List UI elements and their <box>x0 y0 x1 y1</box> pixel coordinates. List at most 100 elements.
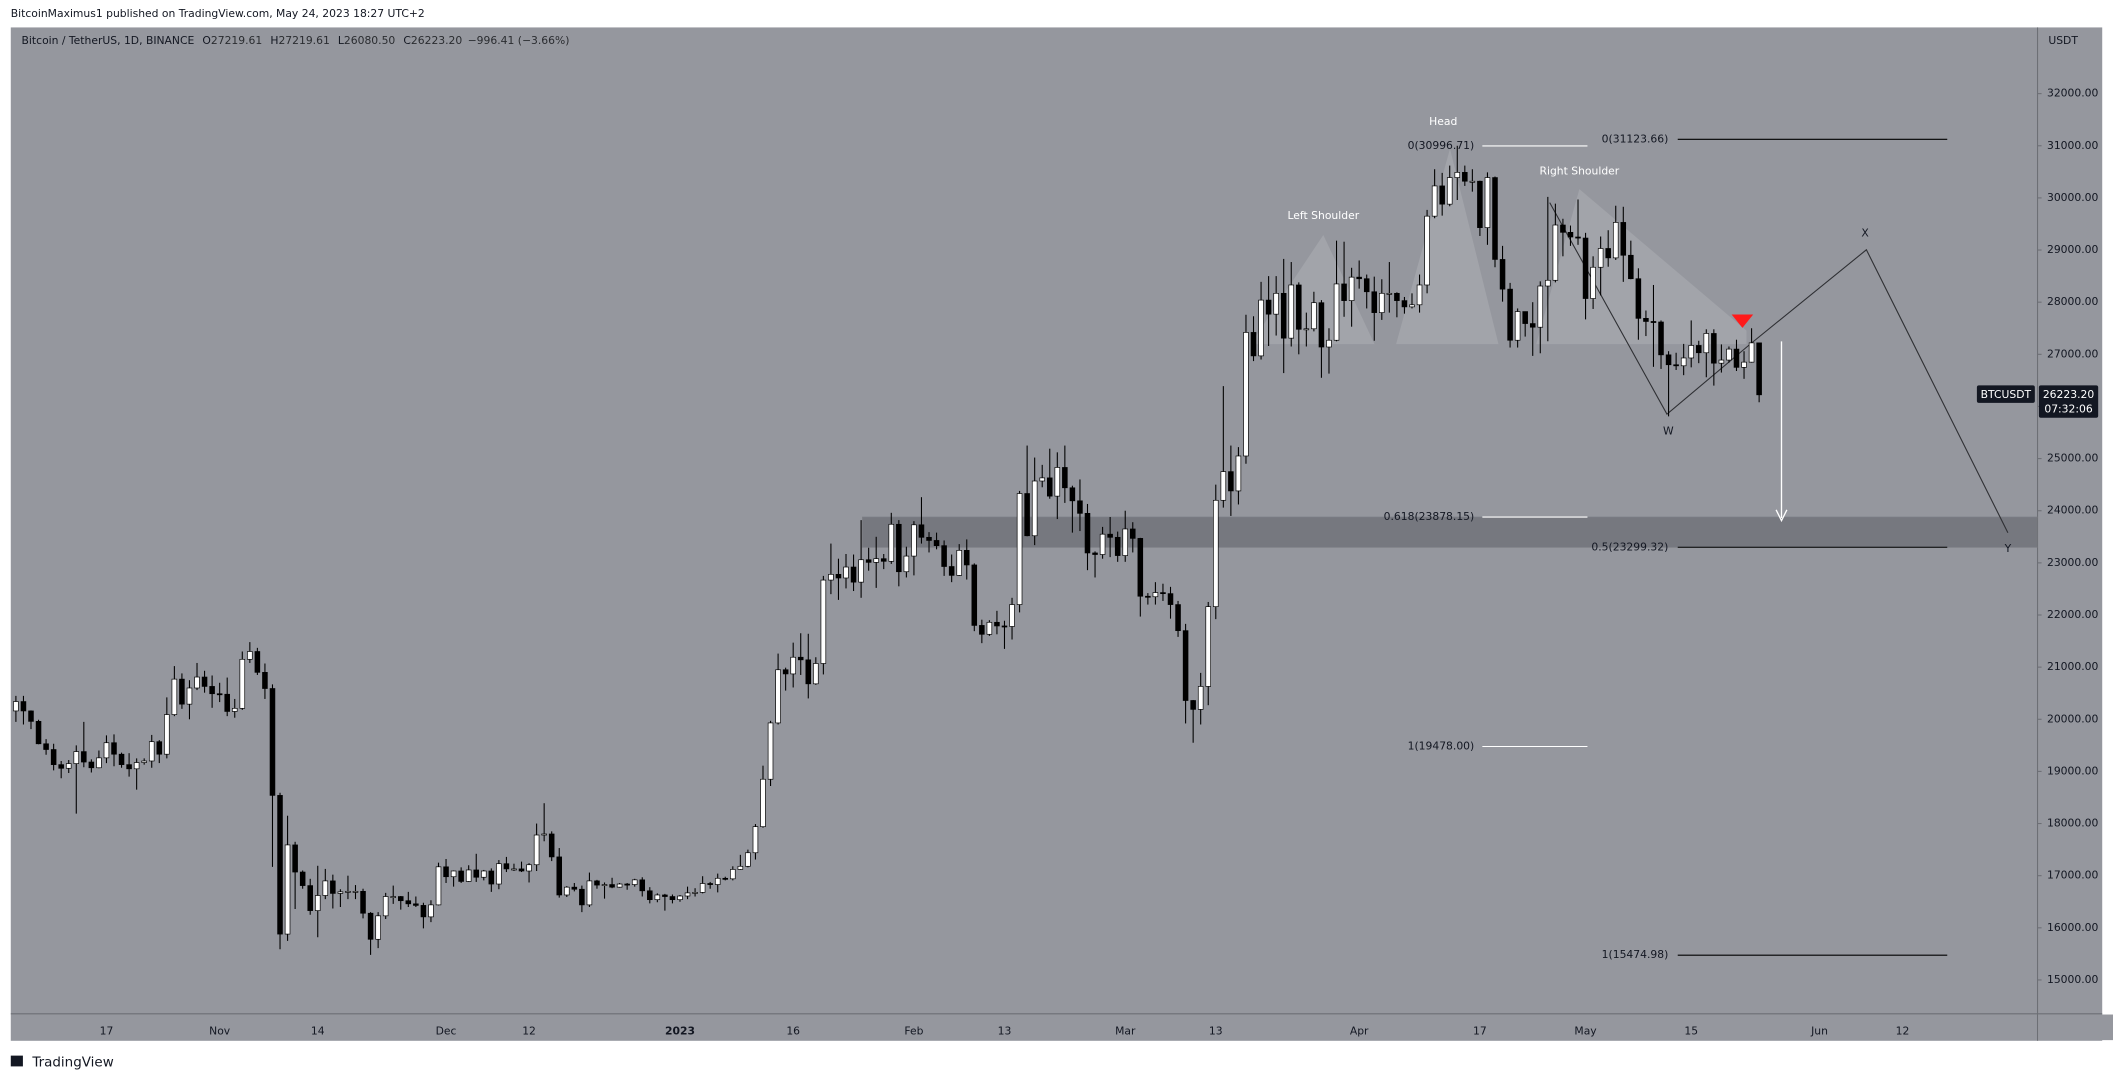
candle-body <box>277 795 283 935</box>
candle-body <box>669 896 676 901</box>
candle-body <box>1597 248 1604 268</box>
right-shoulder-shape <box>1536 189 1747 345</box>
candle-body <box>254 651 261 673</box>
candle-body <box>1220 471 1227 501</box>
candle-body <box>1092 552 1098 555</box>
candle-body <box>194 676 200 689</box>
candle-body <box>1416 284 1423 306</box>
x-tick-label: 15 <box>1684 1024 1698 1037</box>
x-tick-label: May <box>1574 1024 1597 1037</box>
candle-body <box>1356 276 1362 280</box>
candle-body <box>1280 292 1287 339</box>
candle-body <box>164 714 170 755</box>
x-tick-label: Mar <box>1115 1024 1136 1037</box>
candle-body <box>390 896 396 898</box>
y-tick-label: 21000.00 <box>2047 660 2099 673</box>
candle-body <box>1665 354 1672 366</box>
candle-body <box>843 566 849 579</box>
candle-body <box>1612 222 1619 259</box>
candle-body <box>330 880 336 894</box>
candle-body <box>1658 321 1664 356</box>
candle-body <box>1039 477 1045 482</box>
candle-body <box>1296 284 1302 330</box>
candle-body <box>201 676 208 687</box>
candle-body <box>1522 311 1528 324</box>
x-tick-label: Jun <box>1810 1024 1828 1037</box>
candle-body <box>654 894 661 901</box>
candle-body <box>941 545 947 567</box>
candle-body <box>28 710 34 722</box>
candle-body <box>216 693 223 696</box>
candle-body <box>714 877 721 885</box>
candle-body <box>918 524 925 538</box>
candle-body <box>1484 177 1491 228</box>
last-price-box <box>2038 385 2099 418</box>
symbol-tag: BTCUSDT <box>1981 388 2032 401</box>
candle-body <box>1311 302 1317 330</box>
candle-body <box>20 701 27 712</box>
x-tick-label: 12 <box>1896 1024 1910 1037</box>
x-tick-label: Dec <box>436 1024 457 1037</box>
candle-body <box>148 741 155 762</box>
candle-body <box>737 865 744 870</box>
candle-body <box>1462 172 1468 182</box>
ohlc-value: 26223.20 <box>411 34 463 47</box>
candle-body <box>269 688 276 796</box>
candle-body <box>465 869 472 882</box>
candle-body <box>1590 266 1596 299</box>
y-tick-label: 20000.00 <box>2047 712 2099 725</box>
support-zone <box>862 516 2038 548</box>
candle-body <box>96 757 102 769</box>
y-tick-label: 27000.00 <box>2047 347 2099 360</box>
candle-body <box>337 891 344 894</box>
candle-body <box>1605 248 1611 259</box>
candle-body <box>963 550 970 566</box>
candle-body <box>609 884 615 888</box>
candle-body <box>1243 332 1249 457</box>
candle-body <box>405 900 412 905</box>
candle-body <box>398 896 404 902</box>
candle-body <box>1145 595 1151 598</box>
x-tick-label: Feb <box>904 1024 923 1037</box>
price-axis-corner <box>2038 1014 2113 1041</box>
candle-body <box>1507 288 1513 341</box>
y-tick-label: 17000.00 <box>2047 869 2099 882</box>
candle-body <box>911 524 917 557</box>
fib-level-label: 0(31123.66) <box>1602 132 1669 145</box>
candle-body <box>450 870 457 878</box>
candle-body <box>118 753 125 765</box>
candle-body <box>971 564 978 626</box>
candle-body <box>782 669 789 675</box>
candle-body <box>1122 528 1128 556</box>
candle-body <box>1265 299 1272 315</box>
fib-level-label: 0.5(23299.32) <box>1591 540 1668 553</box>
candle-body <box>1680 357 1687 367</box>
ohlc-value: 27219.61 <box>211 34 262 47</box>
candle-body <box>865 559 872 563</box>
candle-body <box>1748 342 1755 363</box>
candle-body <box>526 864 532 872</box>
candle-body <box>1326 339 1332 348</box>
candle-body <box>797 656 804 661</box>
x-tick-label: 16 <box>786 1024 800 1037</box>
candle-body <box>1439 185 1445 205</box>
candle-body <box>58 764 64 769</box>
candle-body <box>1084 512 1091 554</box>
candle-body <box>1371 291 1378 313</box>
candle-body <box>767 722 774 780</box>
candle-body <box>420 905 427 918</box>
pattern-annotation: Y <box>2004 542 2012 555</box>
candle-body <box>518 868 525 872</box>
candle-body <box>1001 625 1008 628</box>
candle-body <box>730 869 736 880</box>
candle-body <box>1062 467 1068 489</box>
ohlc-value: 27219.61 <box>278 34 329 47</box>
candle-body <box>1409 304 1415 308</box>
candle-body <box>307 885 313 911</box>
candle-body <box>1635 278 1642 319</box>
fib-level-label: 0(30996.71) <box>1408 139 1475 152</box>
candle-body <box>292 844 298 873</box>
candle-body <box>481 870 487 878</box>
symbol-tag-box <box>1976 385 2035 403</box>
candle-body <box>1303 328 1310 331</box>
